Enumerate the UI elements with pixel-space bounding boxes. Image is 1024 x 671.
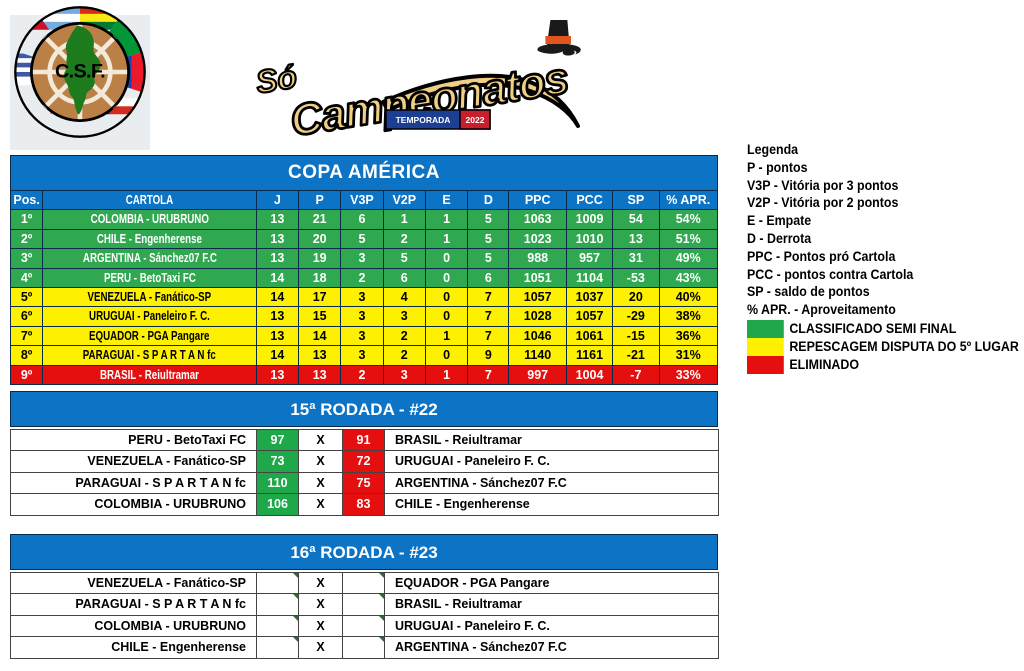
svg-text:TEMPORADA: TEMPORADA — [396, 115, 451, 125]
svg-text:C.S.F.: C.S.F. — [55, 60, 105, 82]
svg-text:Só: Só — [253, 58, 299, 100]
svg-text:2022: 2022 — [466, 115, 485, 125]
